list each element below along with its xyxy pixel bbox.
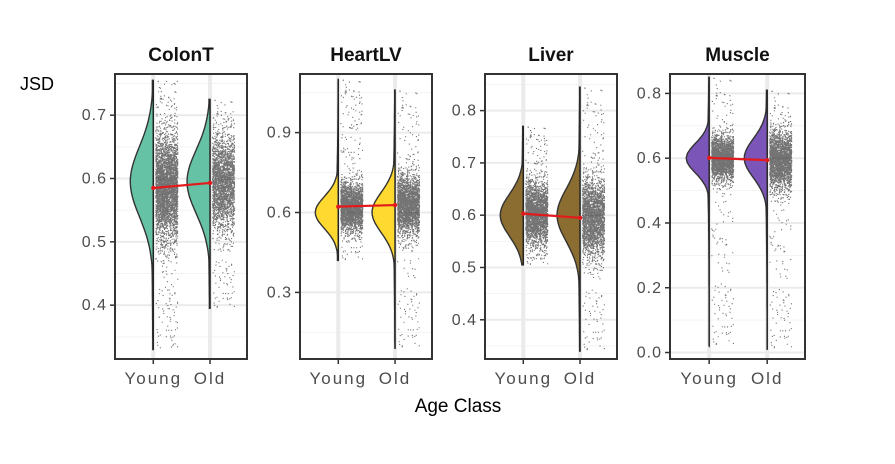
panel-content (499, 86, 606, 352)
mean-point-young (151, 185, 156, 191)
half-violin-old (186, 98, 211, 310)
panel-title: ColonT (148, 45, 214, 66)
points-old (212, 99, 236, 308)
points-old (769, 90, 793, 349)
jitter-points (212, 99, 236, 308)
x-tick-label-young: Young (309, 369, 367, 388)
points-young (711, 77, 735, 345)
points-young (155, 80, 179, 349)
mean-point-old (577, 215, 583, 221)
mean-point-old (392, 202, 398, 208)
panel-liver: Liver 0.4 0.5 0.6 0.7 0.8 Young Old (452, 45, 618, 388)
jitter-points (769, 90, 793, 349)
points-old (582, 87, 606, 351)
x-tick-label-old: Old (564, 369, 596, 388)
mean-line (709, 156, 768, 162)
panel-background (670, 74, 805, 359)
half-violin-young (129, 79, 154, 351)
mean-line (338, 203, 396, 208)
panel-content (685, 76, 793, 351)
y-tick-label: 0.5 (82, 234, 107, 251)
y-tick-label: 0.6 (267, 205, 292, 222)
panel-title: Liver (528, 45, 574, 66)
y-tick-label: 0.5 (452, 259, 477, 276)
mean-line (153, 181, 211, 190)
panel-title: Muscle (705, 45, 769, 66)
jitter-points (582, 87, 606, 351)
jitter-points (397, 90, 421, 348)
mean-point-old (207, 180, 213, 186)
panel-border (114, 73, 248, 360)
y-tick-label: 0.8 (452, 103, 477, 120)
mean-point-young (706, 155, 712, 161)
points-young (525, 126, 549, 265)
y-tick-label: 0.4 (637, 215, 662, 232)
panel-colont: ColonT 0.4 0.5 0.6 0.7 Young Old (82, 45, 248, 388)
panel-content (314, 78, 421, 350)
y-tick-label: 0.6 (452, 207, 477, 224)
jitter-points (155, 80, 179, 349)
y-tick-label: 0.8 (637, 85, 662, 102)
y-tick-label: 0.7 (452, 155, 477, 172)
panel-border (484, 73, 618, 360)
y-tick-label: 0.6 (82, 171, 107, 188)
panel-title: HeartLV (330, 45, 402, 66)
panel-heartlv: HeartLV 0.3 0.6 0.9 Young Old (267, 45, 433, 388)
y-tick-label: 0.0 (637, 345, 662, 362)
panel-border (299, 73, 433, 360)
half-violin-young (499, 125, 524, 266)
panel-background (115, 74, 247, 359)
y-tick-label: 0.6 (637, 150, 662, 167)
y-tick-label: 0.9 (267, 125, 292, 142)
y-tick-label: 0.4 (452, 312, 477, 329)
jitter-points (340, 79, 364, 261)
y-tick-label: 0.2 (637, 280, 662, 297)
x-tick-label-old: Old (379, 369, 411, 388)
panel-muscle: Muscle 0.0 0.2 0.4 0.6 0.8 Young Old (637, 45, 806, 388)
mean-point-old (765, 157, 770, 163)
jitter-points (711, 77, 735, 345)
y-tick-label: 0.3 (267, 284, 292, 301)
panels: ColonT 0.4 0.5 0.6 0.7 Young Old HeartLV 0.3 0.6 0… (82, 45, 806, 388)
panel-content (129, 79, 236, 351)
mean-point-young (521, 211, 526, 216)
x-tick-label-old: Old (194, 369, 226, 388)
panel-border (669, 73, 806, 360)
mean-point-young (336, 204, 341, 209)
x-axis-title: Age Class (415, 396, 502, 417)
points-old (397, 90, 421, 348)
y-axis-title: JSD (20, 74, 54, 94)
jitter-points (525, 126, 549, 265)
y-tick-label: 0.4 (82, 297, 107, 314)
x-tick-label-young: Young (494, 369, 552, 388)
x-tick-label-old: Old (751, 369, 783, 388)
x-tick-label-young: Young (680, 369, 738, 388)
x-tick-label-young: Young (124, 369, 182, 388)
points-young (340, 79, 364, 261)
y-tick-label: 0.7 (82, 107, 107, 124)
mean-line (523, 212, 581, 219)
